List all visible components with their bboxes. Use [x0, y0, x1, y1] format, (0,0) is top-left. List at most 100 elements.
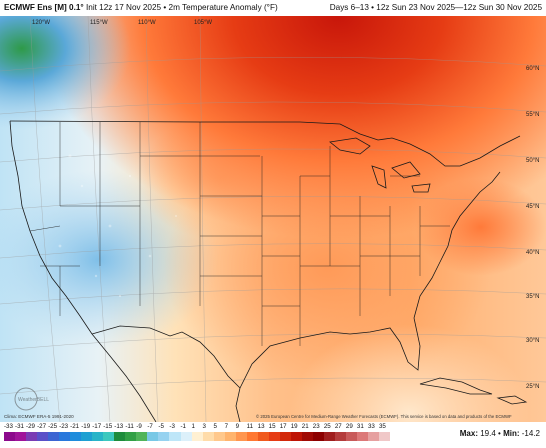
valid-range: Days 6–13 • 12z Sun 23 Nov 2025—12z Sun …: [329, 3, 542, 12]
colorbar-swatch: [15, 432, 27, 441]
graticule: [0, 16, 546, 422]
colorbar-swatch: [224, 432, 236, 441]
colorbar-tick-label: -11: [125, 423, 134, 430]
colorbar-tick-label: 1: [191, 423, 195, 430]
colorbar-tick-label: -29: [26, 423, 35, 430]
colorbar-tick-label: -17: [92, 423, 102, 430]
colorbar-tick-label: 31: [356, 423, 364, 430]
lat-label: 40°N: [526, 250, 539, 256]
us-mexico-border: [91, 325, 241, 389]
colorbar-tick-label: 17: [279, 423, 287, 430]
init-time: Init 12z 17 Nov 2025: [85, 3, 162, 12]
colorbar-swatch: [290, 432, 302, 441]
mexico-coastline: [91, 333, 241, 422]
borders: [9, 120, 528, 422]
colorbar-swatch: [368, 432, 380, 441]
colorbar-tick-label: -7: [147, 423, 153, 430]
colorbar-swatch: [213, 432, 225, 441]
us-coastline-west: [9, 120, 93, 335]
colorbar-swatch: [334, 432, 346, 441]
us-coastline-east: [413, 171, 501, 319]
header-separator: •: [163, 3, 167, 12]
parameter-name: 2m Temperature Anomaly (°F): [168, 3, 278, 12]
colorbar-swatch: [180, 432, 192, 441]
colorbar-swatch: [136, 432, 148, 441]
min-value: -14.2: [521, 429, 540, 438]
colorbar-swatch: [81, 432, 93, 441]
max-min-stats: Max: 19.4 • Min: -14.2: [460, 429, 540, 438]
model-name: ECMWF Ens [M] 0.1°: [4, 3, 84, 12]
colorbar-tick-label: 35: [378, 423, 386, 430]
colorbar-swatch: [323, 432, 335, 441]
colorbar-swatch: [125, 432, 137, 441]
colorbar-tick-label: 29: [345, 423, 353, 430]
colorbar-tick-label: 25: [323, 423, 331, 430]
colorbar-swatch: [70, 432, 82, 441]
max-label: Max:: [459, 429, 478, 438]
colorbar-tick-label: -15: [103, 423, 113, 430]
gulf-coastline: [239, 317, 421, 389]
stats-separator: •: [498, 429, 501, 438]
cuba-outline: [419, 377, 493, 395]
great-lakes: [329, 137, 431, 193]
colorbar-swatch: [158, 432, 170, 441]
colorbar-tick-label: 9: [235, 423, 240, 430]
colorbar-tick-label: 5: [213, 423, 217, 430]
max-value: 19.4: [480, 429, 496, 438]
colorbar-tick-label: 33: [367, 423, 375, 430]
lat-label: 35°N: [526, 294, 539, 300]
lat-label: 45°N: [526, 204, 539, 210]
colorbar-swatch: [357, 432, 369, 441]
watermark-text: WeatherBELL: [18, 397, 49, 403]
colorbar-tick-label: -13: [114, 423, 124, 430]
colorbar-tick-label: -33: [4, 423, 13, 430]
colorbar-swatch: [268, 432, 280, 441]
colorbar-swatch: [114, 432, 126, 441]
colorbar-swatch: [246, 432, 258, 441]
colorbar-tick-label: -25: [48, 423, 58, 430]
colorbar-swatch: [312, 432, 324, 441]
colorbar-tick-label: 23: [312, 423, 320, 430]
lat-label: 25°N: [526, 384, 539, 390]
colorbar-tick-label: -31: [15, 423, 24, 430]
colorbar-swatch: [26, 432, 38, 441]
colorbar-swatch: [202, 432, 214, 441]
hispaniola-outline: [496, 395, 528, 405]
colorbar-tick-label: -5: [158, 423, 164, 430]
colorbar-swatch: [48, 432, 60, 441]
colorbar-tick-label: 19: [290, 423, 298, 430]
colorbar-swatch: [59, 432, 71, 441]
min-label: Min:: [503, 429, 520, 438]
credit-right: © 2025 European Centre for Medium-Range …: [256, 414, 512, 419]
credit-left: Clima: ECMWF ERA-5 1991-2020: [4, 414, 74, 419]
colorbar-swatch: [345, 432, 357, 441]
colorbar-tick-label: -1: [180, 423, 186, 430]
colorbar-swatch: [235, 432, 247, 441]
lat-label: 60°N: [526, 66, 539, 72]
lon-label: 120°W: [32, 20, 50, 26]
colorbar-tick-label: 27: [334, 423, 342, 430]
state-lines: [29, 122, 450, 346]
latitude-labels: 60°N 55°N 50°N 45°N 40°N 35°N 30°N 25°N: [526, 66, 539, 390]
colorbar-swatch: [103, 432, 115, 441]
lon-label: 115°W: [90, 20, 108, 26]
colorbar-tick-label: 3: [202, 423, 206, 430]
lon-label: 105°W: [194, 20, 212, 26]
longitude-labels: 120°W 115°W 110°W 105°W: [32, 20, 212, 26]
colorbar-swatch: [379, 432, 391, 441]
colorbar-swatch: [279, 432, 291, 441]
lon-label: 110°W: [138, 20, 156, 26]
colorbar-swatch: [169, 432, 181, 441]
colorbar-swatch: [257, 432, 269, 441]
colorbar-tick-label: 11: [246, 423, 254, 430]
watermark-logo: WeatherBELL: [14, 387, 49, 411]
colorbar-swatch: [4, 432, 16, 441]
caribbean-field: [0, 16, 546, 422]
temperature-anomaly-map: 120°W 115°W 110°W 105°W 60°N 55°N 50°N 4…: [0, 16, 546, 422]
colorbar-tick-label: -19: [81, 423, 91, 430]
colorbar-swatch: [191, 432, 203, 441]
colorbar-tick-label: -3: [169, 423, 175, 430]
colorbar-swatch: [37, 432, 49, 441]
lat-label: 30°N: [526, 338, 539, 344]
